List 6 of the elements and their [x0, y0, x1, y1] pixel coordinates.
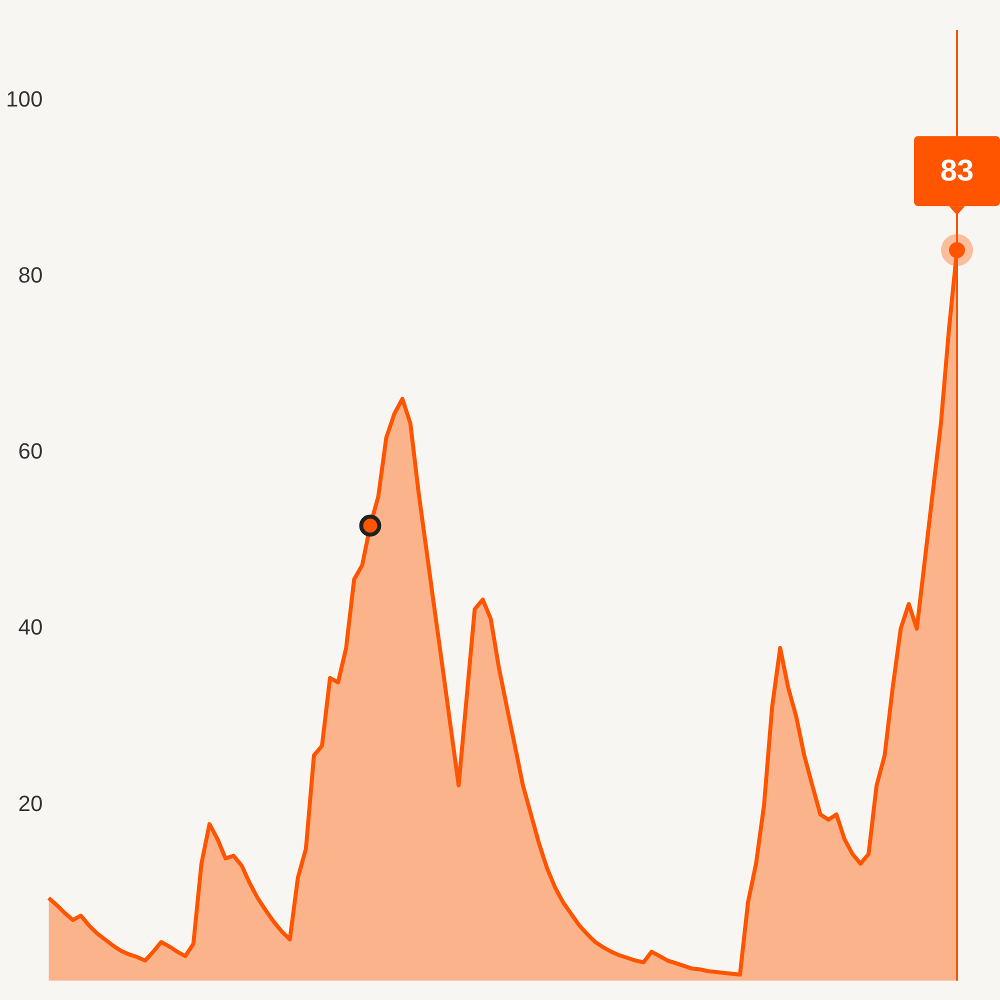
- y-tick-label: 80: [18, 262, 43, 288]
- annotation: 83: [940, 154, 974, 188]
- y-tick-label: 100: [6, 86, 43, 112]
- y-tick-label: 40: [18, 614, 43, 640]
- y-tick-label: 60: [18, 438, 43, 464]
- y-tick-label: 20: [18, 790, 43, 816]
